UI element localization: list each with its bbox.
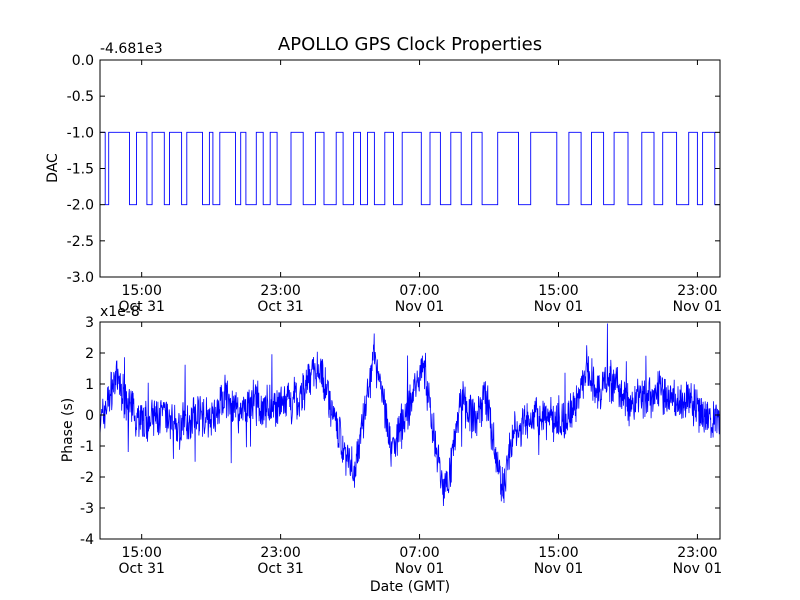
- x-tick-time: 15:00: [122, 283, 162, 299]
- y-tick-label: -0.5: [67, 89, 94, 105]
- y-tick-label: -3: [80, 501, 94, 517]
- x-tick-date: Oct 31: [257, 561, 303, 577]
- x-tick-time: 23:00: [260, 545, 300, 561]
- y-tick-label: -3.0: [67, 270, 94, 286]
- x-tick-time: 15:00: [538, 283, 578, 299]
- dac-offset-label: -4.681e3: [100, 41, 163, 57]
- dac-y-ticks: 0.0 -0.5 -1.0 -1.5 -2.0 -2.5 -3.0: [67, 53, 720, 286]
- x-tick-time: 15:00: [122, 545, 162, 561]
- phase-ylabel: Phase (s): [60, 398, 76, 462]
- x-tick-date: Nov 01: [534, 299, 584, 315]
- x-tick-date: Nov 01: [673, 561, 723, 577]
- y-tick-label: 2: [85, 346, 94, 362]
- phase-series: [99, 323, 721, 507]
- y-tick-label: 3: [85, 315, 94, 331]
- x-tick-time: 07:00: [399, 545, 439, 561]
- y-tick-label: -1: [80, 439, 94, 455]
- dac-panel: -4.681e3 DAC 0.0 -0.5 -1.0 -1.5 -2.0 -2.5 -3.0…: [45, 41, 722, 315]
- y-tick-label: -1.5: [67, 162, 94, 178]
- x-tick-time: 07:00: [399, 283, 439, 299]
- dac-series: [100, 131, 721, 206]
- y-tick-label: -2.0: [67, 198, 94, 214]
- dac-axes-frame: [99, 59, 721, 278]
- phase-line: [99, 323, 721, 507]
- y-tick-label: -2: [80, 470, 94, 486]
- x-tick-time: 23:00: [677, 283, 717, 299]
- x-tick-date: Nov 01: [395, 299, 445, 315]
- x-tick-date: Nov 01: [673, 299, 723, 315]
- y-tick-label: -4: [80, 532, 94, 548]
- x-tick-date: Oct 31: [257, 299, 303, 315]
- dac-ylabel: DAC: [45, 153, 61, 183]
- y-tick-label: -1.0: [67, 125, 94, 141]
- phase-y-ticks: 3 2 1 0 -1 -2 -3 -4: [80, 315, 720, 548]
- y-tick-label: 1: [85, 377, 94, 393]
- x-tick-time: 23:00: [260, 283, 300, 299]
- x-tick-date: Oct 31: [118, 299, 164, 315]
- x-tick-date: Nov 01: [534, 561, 584, 577]
- phase-axes-frame: [99, 321, 721, 540]
- x-tick-time: 23:00: [677, 545, 717, 561]
- x-tick-date: Nov 01: [395, 561, 445, 577]
- y-tick-label: 0.0: [72, 53, 94, 69]
- x-tick-time: 15:00: [538, 545, 578, 561]
- y-tick-label: 0: [85, 408, 94, 424]
- dac-line: [100, 131, 721, 206]
- y-tick-label: -2.5: [67, 234, 94, 250]
- x-axis-label: Date (GMT): [370, 579, 450, 595]
- phase-offset-label: x1e-8: [100, 304, 140, 320]
- chart-title: APOLLO GPS Clock Properties: [278, 34, 542, 55]
- x-tick-date: Oct 31: [118, 561, 164, 577]
